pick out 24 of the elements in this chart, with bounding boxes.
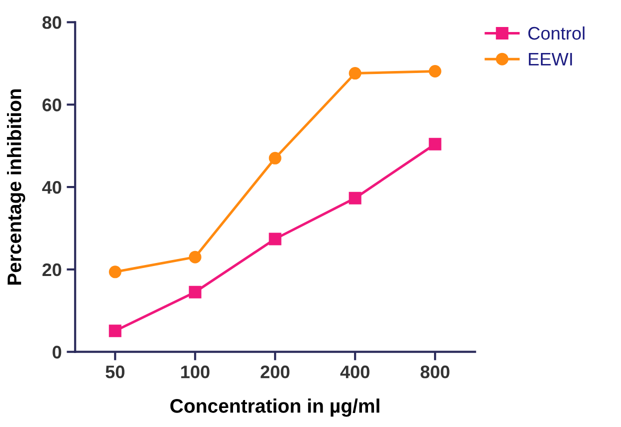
point — [428, 64, 442, 78]
point — [268, 152, 282, 164]
point — [108, 266, 122, 278]
x-tick-label: 50 — [106, 366, 124, 378]
y-tick-label: 0 — [52, 346, 62, 359]
y-tick-label: 40 — [42, 180, 62, 194]
legend-label: Control — [528, 26, 584, 40]
point — [348, 192, 362, 204]
y-tick-label: 60 — [42, 98, 62, 112]
point — [428, 138, 442, 150]
legend-label: EEWI — [528, 52, 572, 66]
point — [348, 67, 362, 80]
x-tick-label: 800 — [420, 366, 450, 378]
y-axis-title: Percentage inhibition — [6, 89, 26, 285]
x-axis-title: Concentration in µg/ml — [170, 398, 380, 417]
x-tick-label: 100 — [181, 366, 210, 378]
x-tick-label: 200 — [260, 366, 290, 378]
y-tick-label: 20 — [42, 263, 62, 276]
point — [108, 324, 122, 338]
x-tick-label: 400 — [340, 366, 370, 378]
point — [268, 232, 282, 246]
point — [188, 250, 202, 264]
y-tick-label: 80 — [42, 16, 62, 29]
point — [188, 286, 202, 298]
